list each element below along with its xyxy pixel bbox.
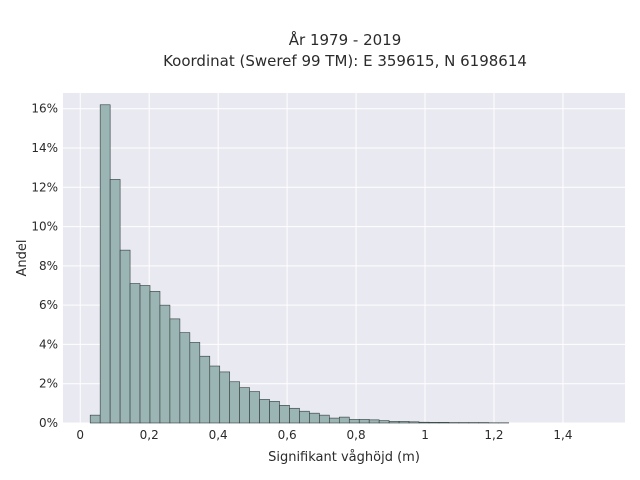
x-tick-label: 0,4 [209,428,228,442]
histogram-bar [119,249,131,424]
x-tick-label: 1,2 [484,428,503,442]
chart-subtitle: Koordinat (Sweref 99 TM): E 359615, N 61… [163,52,527,70]
histogram-bar [169,318,181,424]
x-tick-label: 1,4 [553,428,572,442]
y-tick-label: 12% [31,180,58,194]
x-axis-label: Signifikant våghöjd (m) [268,450,420,465]
y-tick-label: 6% [39,298,58,312]
x-tick-label: 0,6 [278,428,297,442]
histogram-bar [229,381,240,424]
histogram-bar [219,371,231,424]
y-tick-label: 2% [39,377,58,391]
chart-title: År 1979 - 2019 [289,30,402,49]
histogram-bar [289,407,300,424]
histogram-bar [388,421,400,424]
histogram-bar [428,422,440,424]
histogram-bar [89,414,101,424]
histogram-bar [179,332,191,424]
y-tick-label: 14% [31,141,58,155]
y-axis-label: Andel [15,240,30,277]
y-tick-label: 0% [39,416,58,430]
y-tick-label: 8% [39,259,58,273]
y-axis-ticks: 0% 2% 4% 6% 8% 10% 12% 14% 16% [31,102,58,430]
histogram-bar [438,422,450,424]
histogram-bar [279,405,290,424]
histogram-bar [209,365,221,424]
histogram-bar [199,355,211,424]
histogram-bar [378,420,390,424]
histogram-bar [259,399,270,424]
histogram-bar [319,414,330,424]
x-tick-label: 1 [421,428,429,442]
histogram-bar [239,387,250,424]
histogram-bar [329,417,340,424]
x-tick-label: 0 [76,428,84,442]
y-tick-label: 16% [31,102,58,116]
histogram-bar [129,283,141,424]
histogram-bar [339,416,350,424]
histogram-bar [189,342,201,424]
histogram-bar [408,421,420,424]
x-tick-label: 0,2 [140,428,159,442]
y-tick-label: 4% [39,337,58,351]
histogram-bar [398,421,410,424]
histogram-bar [368,419,380,424]
histogram-bar [309,412,320,424]
histogram-bar [109,179,121,424]
histogram-bar [299,410,310,424]
histogram-bar [99,104,111,424]
histogram-bar [159,304,171,424]
histogram-bar [269,401,280,424]
histogram-bar [139,285,151,424]
histogram-bar [418,421,430,424]
histogram-bar [149,291,161,424]
histogram-bar [348,419,360,424]
x-tick-label: 0,8 [347,428,366,442]
y-tick-label: 10% [31,220,58,234]
histogram-bar [358,419,370,424]
x-axis-ticks: 0 0,2 0,4 0,6 0,8 1 1,2 1,4 [76,428,572,442]
histogram-bar [249,391,260,424]
histogram-bars [89,104,510,424]
